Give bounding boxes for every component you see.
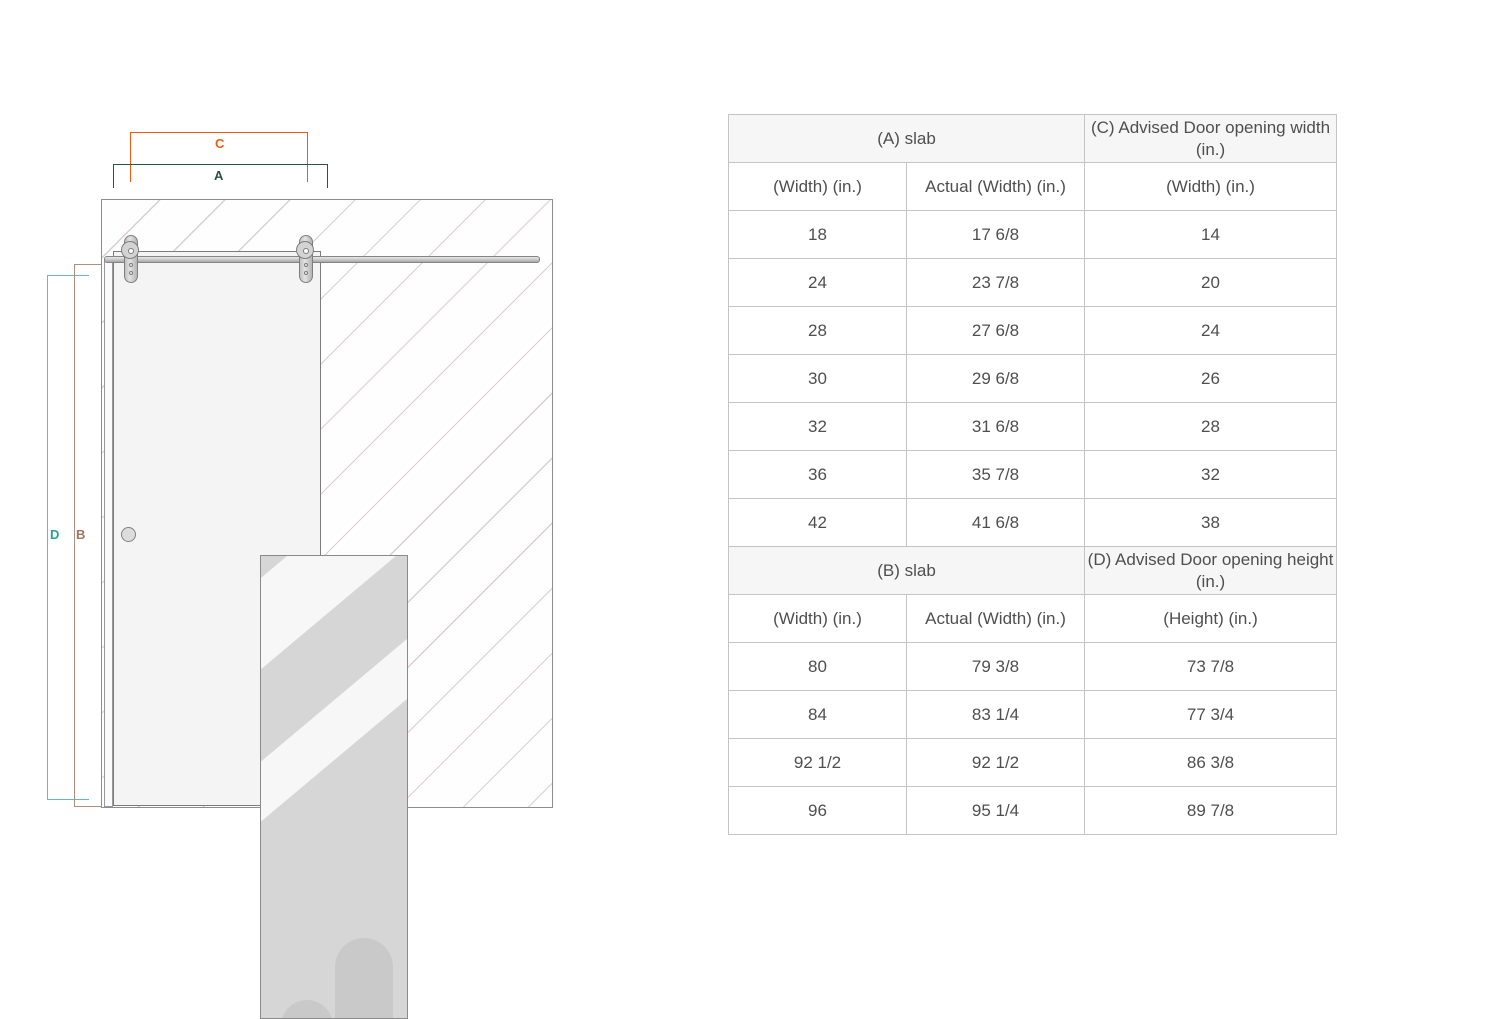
column-header-opening-width: (Width) (in.) xyxy=(1084,162,1338,211)
dimension-label-a: A xyxy=(214,168,224,183)
column-header-width: (Width) (in.) xyxy=(728,162,907,211)
dimension-label-c: C xyxy=(215,136,225,151)
cell-actual-width: 23 7/8 xyxy=(905,258,1086,307)
hanger-wheel-icon xyxy=(121,241,139,259)
cell-opening-height: 77 3/4 xyxy=(1084,690,1338,739)
table-row: 96 95 1/4 89 7/8 xyxy=(728,786,1338,835)
cell-width: 18 xyxy=(728,210,907,259)
dimension-bracket-c xyxy=(130,132,308,182)
slab-a-header: (A) slab xyxy=(727,114,1086,163)
table-row: 84 83 1/4 77 3/4 xyxy=(728,690,1338,739)
cell-opening-width: 24 xyxy=(1084,306,1338,355)
door-knob-icon xyxy=(121,527,136,542)
dimension-bracket-d xyxy=(47,275,89,800)
glass-arch-shape xyxy=(335,938,393,1018)
cell-actual-width: 92 1/2 xyxy=(905,738,1086,787)
cell-opening-height: 89 7/8 xyxy=(1084,786,1338,835)
barn-door-rail xyxy=(104,256,540,263)
door-hanger-strap xyxy=(121,235,139,283)
dimension-bracket-a xyxy=(113,164,328,188)
cell-width: 24 xyxy=(728,258,907,307)
cell-width: 30 xyxy=(728,354,907,403)
advised-d-header: (D) Advised Door opening height (in.) xyxy=(1084,546,1338,595)
table-row: 24 23 7/8 20 xyxy=(728,258,1338,307)
cell-width: 36 xyxy=(728,450,907,499)
table-row: 80 79 3/8 73 7/8 xyxy=(728,642,1338,691)
cell-opening-width: 28 xyxy=(1084,402,1338,451)
column-header-opening-height: (Height) (in.) xyxy=(1084,594,1338,643)
dimension-label-b: B xyxy=(76,527,86,542)
cell-actual-width: 31 6/8 xyxy=(905,402,1086,451)
glass-arch-shape xyxy=(281,1000,333,1018)
table-column-header-row: (Width) (in.) Actual (Width) (in.) (Widt… xyxy=(728,162,1338,211)
cell-actual-width: 29 6/8 xyxy=(905,354,1086,403)
dimension-bracket-b xyxy=(74,264,114,807)
table-row: 28 27 6/8 24 xyxy=(728,306,1338,355)
table-row: 30 29 6/8 26 xyxy=(728,354,1338,403)
cell-actual-width: 27 6/8 xyxy=(905,306,1086,355)
hanger-screw-icon xyxy=(129,263,134,267)
cell-opening-width: 26 xyxy=(1084,354,1338,403)
table-row: 36 35 7/8 32 xyxy=(728,450,1338,499)
door-leading-edge xyxy=(104,259,113,807)
column-header-actual-width: Actual (Width) (in.) xyxy=(905,162,1086,211)
table-row: 92 1/2 92 1/2 86 3/8 xyxy=(728,738,1338,787)
cell-opening-height: 73 7/8 xyxy=(1084,642,1338,691)
cell-actual-width: 95 1/4 xyxy=(905,786,1086,835)
table-column-header-row: (Width) (in.) Actual (Width) (in.) (Heig… xyxy=(728,594,1338,643)
hanger-wheel-icon xyxy=(296,241,314,259)
door-hanger-strap xyxy=(296,235,314,283)
cell-opening-width: 14 xyxy=(1084,210,1338,259)
glass-panel xyxy=(260,555,408,1019)
table-row: 18 17 6/8 14 xyxy=(728,210,1338,259)
table-row: 42 41 6/8 38 xyxy=(728,498,1338,547)
cell-opening-width: 38 xyxy=(1084,498,1338,547)
cell-opening-height: 86 3/8 xyxy=(1084,738,1338,787)
cell-actual-width: 35 7/8 xyxy=(905,450,1086,499)
advised-c-header: (C) Advised Door opening width (in.) xyxy=(1084,114,1338,163)
column-header-actual-width: Actual (Width) (in.) xyxy=(905,594,1086,643)
door-diagram: C A D B xyxy=(0,0,660,1019)
hanger-screw-icon xyxy=(129,271,134,275)
cell-width: 28 xyxy=(728,306,907,355)
cell-width: 96 xyxy=(728,786,907,835)
cell-width: 92 1/2 xyxy=(728,738,907,787)
dimension-label-d: D xyxy=(50,527,60,542)
cell-width: 42 xyxy=(728,498,907,547)
cell-opening-width: 20 xyxy=(1084,258,1338,307)
cell-actual-width: 79 3/8 xyxy=(905,642,1086,691)
column-header-width: (Width) (in.) xyxy=(728,594,907,643)
cell-actual-width: 41 6/8 xyxy=(905,498,1086,547)
cell-actual-width: 17 6/8 xyxy=(905,210,1086,259)
hanger-screw-icon xyxy=(304,271,309,275)
slab-b-header: (B) slab xyxy=(727,546,1086,595)
cell-width: 80 xyxy=(728,642,907,691)
table-section-header-row: (A) slab (C) Advised Door opening width … xyxy=(727,114,1338,163)
door-slab xyxy=(113,251,408,1019)
table-row: 32 31 6/8 28 xyxy=(728,402,1338,451)
door-size-table: (A) slab (C) Advised Door opening width … xyxy=(727,114,1338,835)
table-section-header-row: (B) slab (D) Advised Door opening height… xyxy=(727,546,1338,595)
hanger-screw-icon xyxy=(304,263,309,267)
cell-width: 84 xyxy=(728,690,907,739)
cell-actual-width: 83 1/4 xyxy=(905,690,1086,739)
glass-reflection-group xyxy=(261,556,407,1018)
cell-width: 32 xyxy=(728,402,907,451)
cell-opening-width: 32 xyxy=(1084,450,1338,499)
